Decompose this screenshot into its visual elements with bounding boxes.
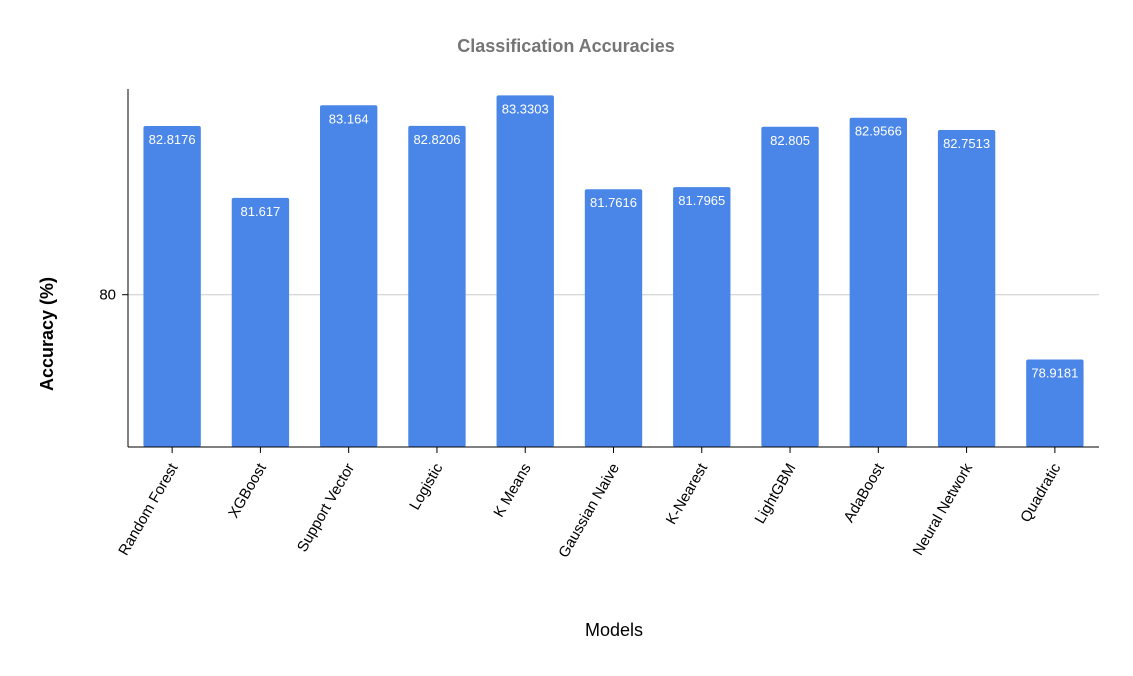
bars xyxy=(143,95,1084,448)
x-tick-label: Logistic xyxy=(406,460,446,513)
chart-title: Classification Accuracies xyxy=(457,36,674,56)
data-label: 81.7965 xyxy=(678,193,725,208)
bar xyxy=(408,125,466,447)
x-ticks: Random Forest XGBoost Support Vector Logist… xyxy=(115,447,1065,561)
bar xyxy=(937,129,996,448)
bar xyxy=(849,117,908,447)
x-tick-label: Gaussian Naive xyxy=(555,461,623,561)
data-label: 81.617 xyxy=(241,204,281,219)
data-label: 83.164 xyxy=(329,111,369,126)
y-ticks: 80 xyxy=(99,287,128,304)
x-tick-label: XGBoost xyxy=(225,460,270,521)
bar xyxy=(319,105,378,447)
bar xyxy=(231,197,290,447)
x-tick-label: Quadratic xyxy=(1017,460,1064,525)
x-tick-label: Neural Network xyxy=(910,460,977,558)
data-label: 82.9566 xyxy=(855,124,902,139)
x-tick-label: Support Vector xyxy=(294,461,358,555)
y-tick-label: 80 xyxy=(99,287,116,304)
data-labels: 82.8176 81.617 83.164 82.8206 83.3303 81.7616… xyxy=(149,101,1079,380)
data-label: 82.8206 xyxy=(413,132,460,147)
data-label: 83.3303 xyxy=(502,101,549,116)
y-axis-label: Accuracy (%) xyxy=(37,277,57,391)
data-label: 78.9181 xyxy=(1031,365,1078,380)
data-label: 81.7616 xyxy=(590,195,637,210)
data-label: 82.7513 xyxy=(943,136,990,151)
data-label: 82.805 xyxy=(770,133,810,148)
bar xyxy=(1026,359,1084,447)
x-tick-label: AdaBoost xyxy=(841,460,889,526)
data-label: 82.8176 xyxy=(149,132,196,147)
x-tick-label: LightGBM xyxy=(751,461,799,527)
bar xyxy=(584,189,643,448)
x-tick-label: K Means xyxy=(490,461,534,521)
x-tick-label: K-Nearest xyxy=(663,460,712,528)
bar xyxy=(761,126,819,447)
bar xyxy=(496,95,554,448)
x-axis-label: Models xyxy=(585,620,643,640)
x-tick-label: Random Forest xyxy=(115,460,182,559)
bar xyxy=(143,126,201,447)
bar xyxy=(673,187,731,447)
